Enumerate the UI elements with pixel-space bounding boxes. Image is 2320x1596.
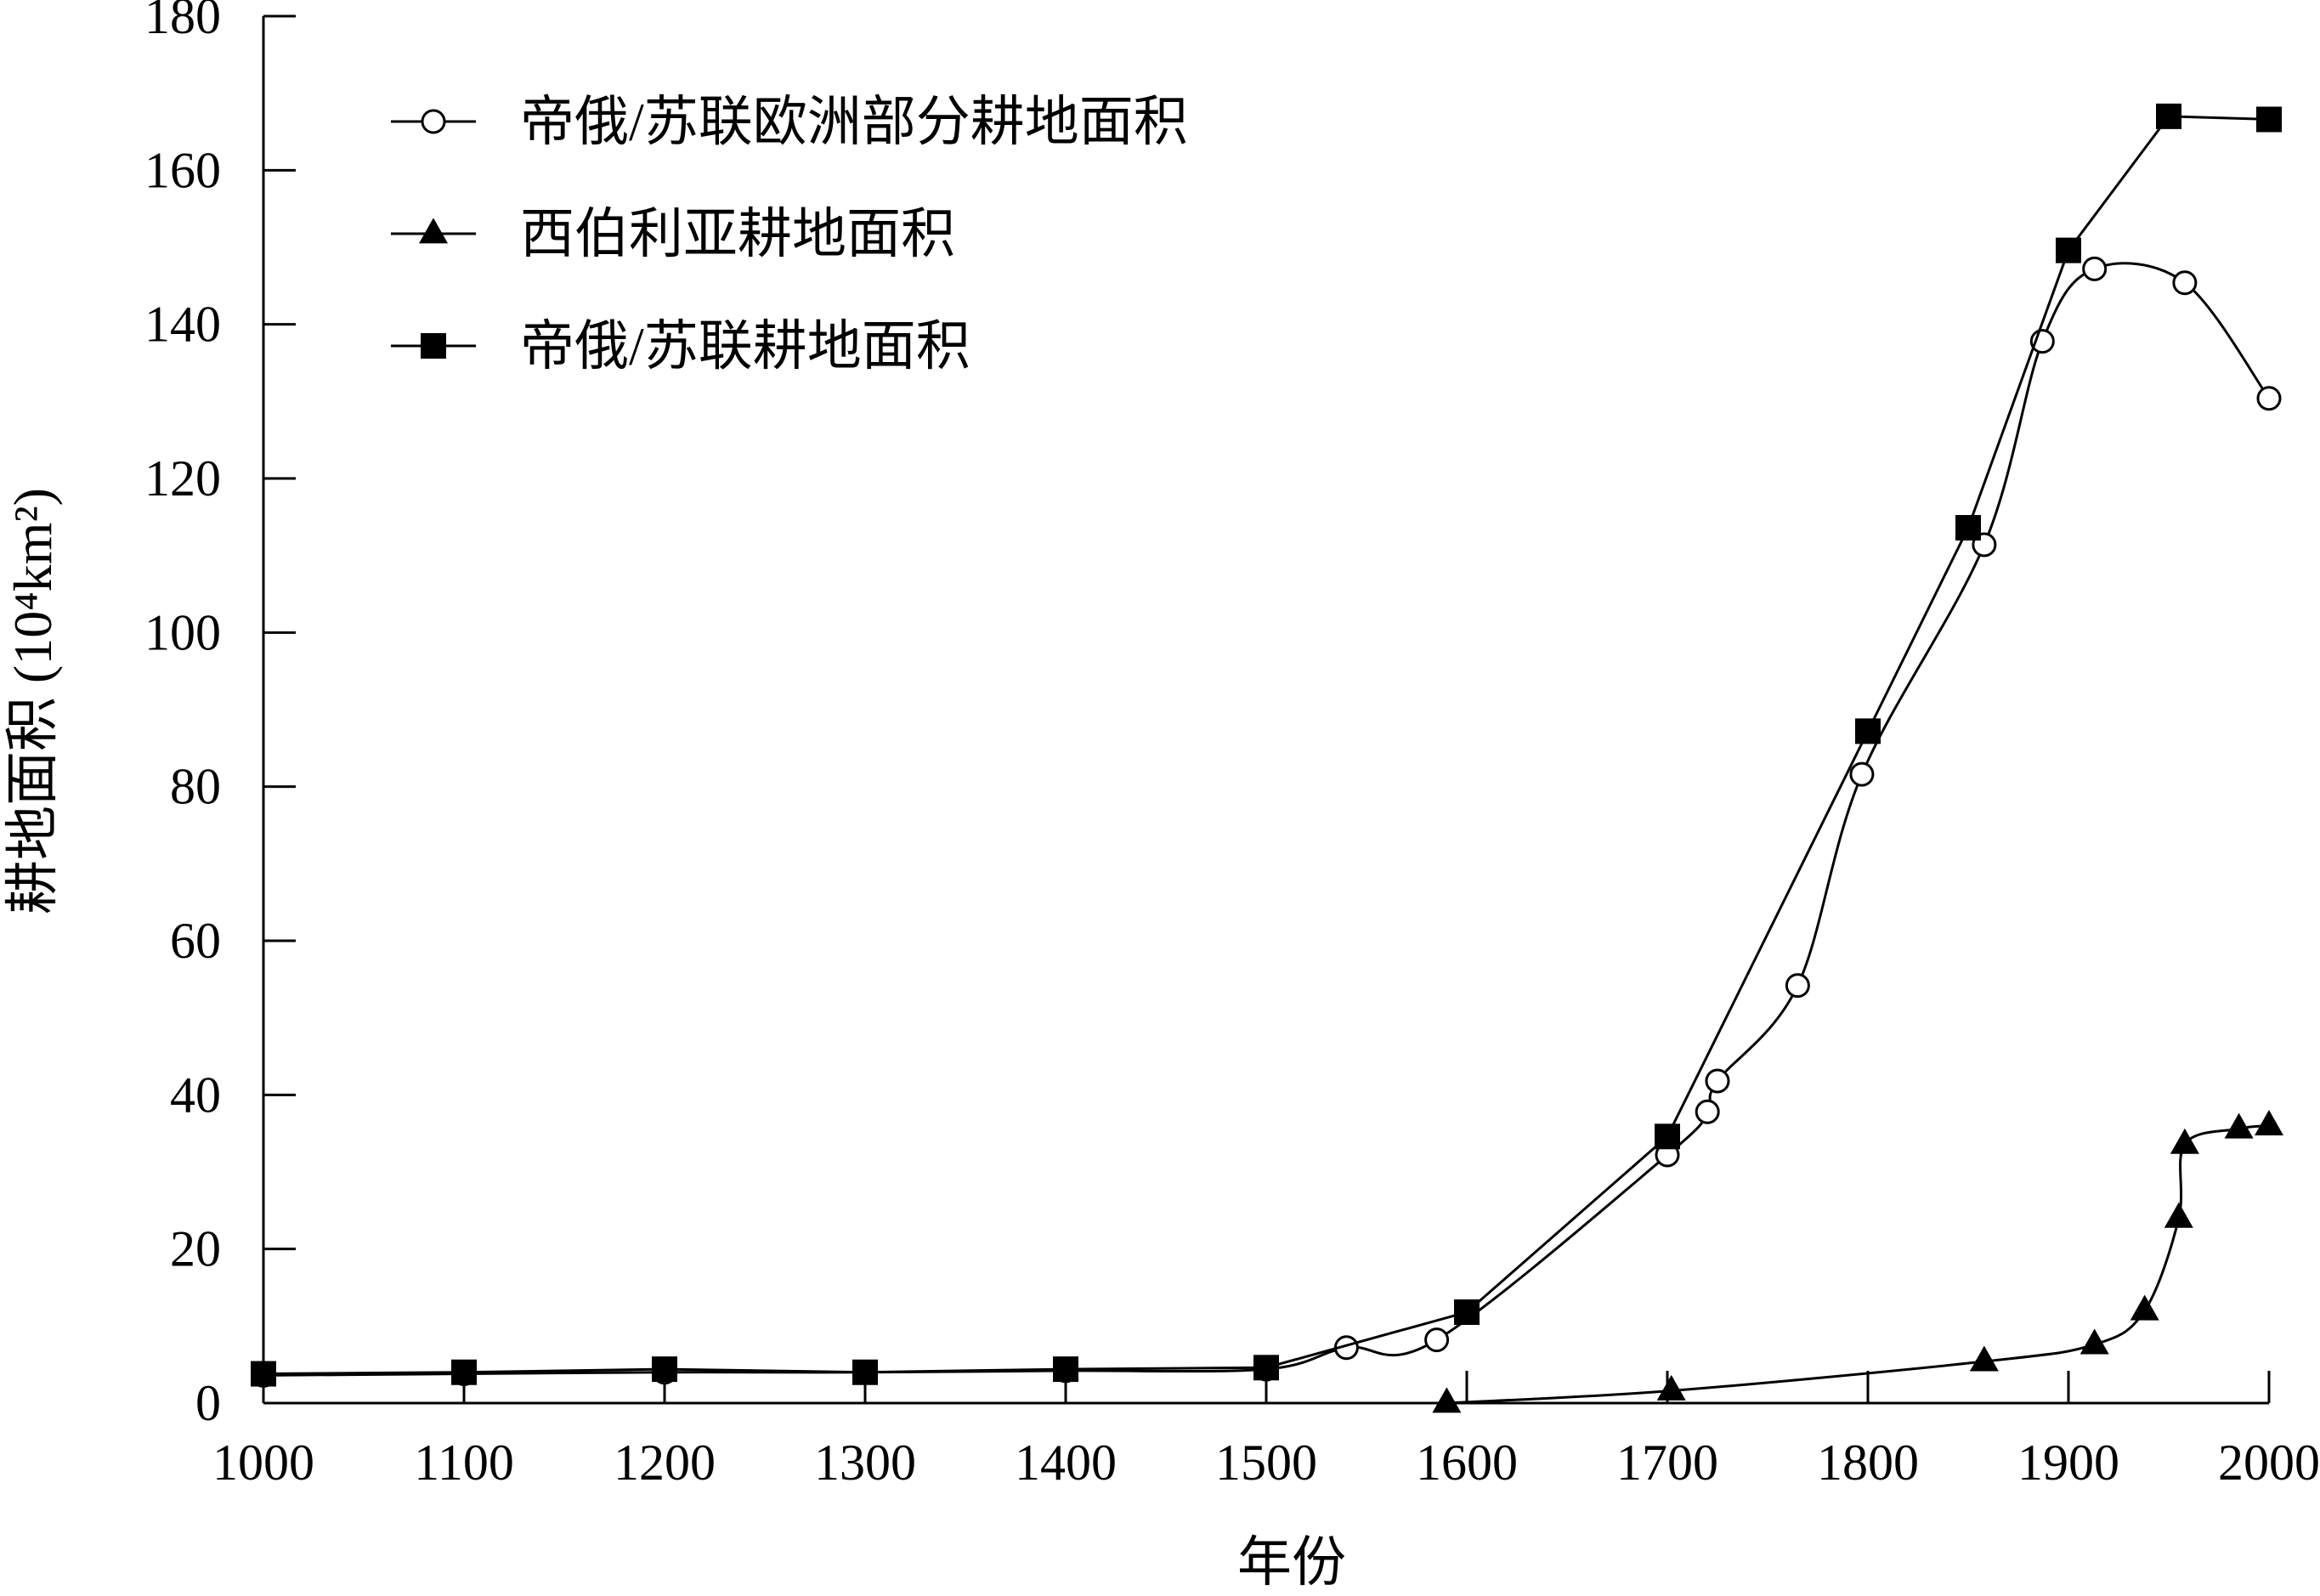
data-point [852, 1359, 878, 1385]
x-tick-label: 1400 [1015, 1435, 1117, 1491]
y-ticks: 0 20 40 60 80 100 120 140 160 180 [144, 0, 296, 1431]
legend-label: 帝俄/苏联耕地面积 [520, 316, 970, 376]
series-2 [1432, 1110, 2283, 1413]
y-tick-label: 100 [144, 604, 221, 660]
data-point [1695, 1099, 1720, 1124]
y-tick-label: 40 [170, 1067, 221, 1123]
x-tick-label: 1900 [2017, 1435, 2119, 1491]
data-point [1424, 1327, 1450, 1353]
data-point [1655, 1123, 1680, 1150]
legend-marker [421, 109, 446, 134]
data-point [2056, 237, 2081, 263]
x-tick-label: 1700 [1616, 1435, 1718, 1491]
data-point [1969, 1345, 1999, 1372]
x-tick-label: 1500 [1215, 1435, 1317, 1491]
data-point [1454, 1299, 1480, 1326]
y-tick-label: 60 [170, 913, 221, 969]
data-point [1849, 761, 1875, 787]
y-tick-label: 140 [144, 297, 221, 353]
data-point [2224, 1112, 2254, 1139]
y-tick-label: 120 [144, 450, 221, 507]
series-line [263, 262, 2271, 1377]
x-tick-label: 2000 [2218, 1435, 2320, 1491]
x-axis-title: 年份 [1237, 1532, 1346, 1593]
y-axis-title: 耕地面积 (10⁴km²) [3, 488, 63, 914]
y-tick-label: 0 [195, 1375, 221, 1431]
y-tick-label: 180 [144, 0, 221, 44]
data-point [251, 1361, 276, 1387]
series-1 [251, 256, 2282, 1388]
x-tick-label: 1600 [1416, 1435, 1518, 1491]
x-tick-label: 1000 [212, 1435, 314, 1491]
legend-label: 西伯利亚耕地面积 [520, 204, 955, 264]
data-point [2170, 1128, 2199, 1154]
data-point [2255, 1110, 2283, 1135]
legend-label: 帝俄/苏联欧洲部分耕地面积 [520, 92, 1188, 152]
y-tick-label: 160 [144, 142, 221, 198]
data-point [1053, 1356, 1078, 1383]
data-point [451, 1359, 477, 1385]
x-tick-label: 1800 [1817, 1435, 1919, 1491]
data-point [1656, 1374, 1686, 1401]
data-point [2130, 1294, 2159, 1321]
data-point [2164, 1202, 2193, 1228]
data-point [2156, 103, 2181, 129]
data-point [1432, 1387, 1462, 1413]
x-ticks: 1000 1100 1200 1300 1400 1500 1600 1700 1800 1900… [212, 1371, 2320, 1491]
data-point [1855, 718, 1881, 744]
data-point [1253, 1355, 1279, 1381]
series-line [1446, 1124, 2270, 1405]
series-layer [251, 103, 2283, 1413]
series-3 [251, 103, 2282, 1387]
data-point [2080, 1328, 2109, 1355]
data-point [2256, 386, 2282, 411]
data-point [2082, 256, 2108, 281]
x-tick-label: 1200 [614, 1435, 716, 1491]
x-tick-label: 1300 [814, 1435, 916, 1491]
data-point [652, 1356, 677, 1383]
legend-item: 西伯利亚耕地面积 [391, 204, 955, 264]
data-point [2172, 270, 2198, 296]
y-tick-label: 80 [170, 759, 221, 815]
data-point [1785, 973, 1810, 999]
x-tick-label: 1100 [414, 1435, 514, 1491]
legend-item: 帝俄/苏联耕地面积 [391, 316, 970, 376]
y-tick-label: 20 [170, 1221, 221, 1277]
data-point [1955, 515, 1981, 541]
data-point [2256, 106, 2282, 133]
series-line [263, 115, 2270, 1376]
legend-item: 帝俄/苏联欧洲部分耕地面积 [391, 92, 1188, 152]
data-point [1705, 1068, 1730, 1094]
legend-marker [419, 218, 448, 244]
legend-marker [421, 333, 446, 359]
